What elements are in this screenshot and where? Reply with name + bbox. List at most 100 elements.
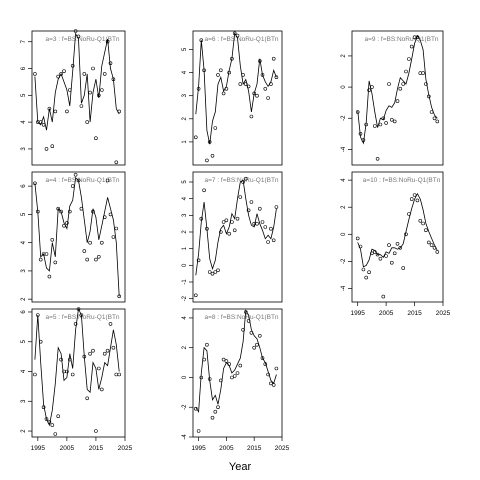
data-point <box>196 429 201 433</box>
data-point <box>255 342 259 347</box>
data-point <box>249 330 254 335</box>
data-point <box>196 258 201 263</box>
data-point <box>401 82 406 86</box>
data-point <box>435 119 440 124</box>
data-point <box>361 138 366 142</box>
y-tick-label: 7 <box>21 39 27 43</box>
data-point <box>271 56 276 61</box>
x-axis-label: Year <box>229 461 252 473</box>
y-tick-label: 2 <box>182 116 188 120</box>
series-line <box>34 176 120 297</box>
data-point <box>221 220 226 224</box>
data-point <box>76 34 81 39</box>
data-point <box>207 270 212 274</box>
data-point <box>257 333 262 338</box>
panel-frame <box>192 308 283 438</box>
data-point <box>355 110 360 114</box>
data-point <box>244 82 248 86</box>
data-point <box>260 220 265 224</box>
x-tick-label: 2025 <box>118 445 133 452</box>
data-point <box>424 82 428 86</box>
y-tick-label: 5 <box>21 212 27 216</box>
data-point <box>404 232 408 237</box>
data-point <box>210 415 215 420</box>
data-point <box>79 206 84 211</box>
data-point <box>85 257 89 262</box>
data-point <box>392 119 397 124</box>
data-point <box>355 236 360 241</box>
data-point <box>94 429 98 433</box>
data-point <box>381 116 386 121</box>
data-point <box>378 122 383 127</box>
y-tick-label: 3 <box>182 93 188 97</box>
data-point <box>404 69 408 74</box>
data-point <box>424 228 428 232</box>
data-point <box>274 75 279 79</box>
data-point <box>216 268 220 273</box>
series-line <box>34 307 120 427</box>
series-line <box>357 34 438 145</box>
data-point <box>435 250 440 254</box>
data-point <box>38 339 43 344</box>
data-point <box>114 226 119 231</box>
data-point <box>88 240 92 245</box>
data-point <box>429 110 434 114</box>
data-point <box>372 124 377 128</box>
panel-title: a=9 : f=BS:NoRu-Q1(BTn <box>364 36 438 43</box>
data-point <box>56 206 61 211</box>
data-point <box>50 144 55 148</box>
data-point <box>94 257 98 262</box>
data-point <box>238 82 243 86</box>
panel-title: a=10 : f=BS:NoRu-Q1(BTn <box>363 177 441 184</box>
data-point <box>269 82 273 86</box>
y-tick-label: -4 <box>341 285 347 291</box>
data-point <box>269 226 273 231</box>
data-point <box>224 218 229 223</box>
data-point <box>33 372 37 377</box>
data-point <box>50 423 55 427</box>
series-line <box>357 192 438 268</box>
data-point <box>50 238 55 242</box>
data-point <box>387 82 391 86</box>
data-point <box>194 135 198 140</box>
x-tick-label: 2015 <box>407 310 422 317</box>
data-point <box>111 77 116 81</box>
data-point <box>53 432 58 436</box>
y-tick-label: 4 <box>21 240 27 244</box>
y-tick-label: 4 <box>182 70 188 74</box>
data-point <box>246 84 251 89</box>
y-tick-label: 6 <box>21 66 27 70</box>
data-point <box>415 35 420 40</box>
y-tick-label: 2 <box>182 345 188 349</box>
panel-7: a=5 : f=BS:NoRu-Q1(BTn 2 3 4 5 6 1995 2005 2015 2… <box>21 307 133 452</box>
data-point <box>260 73 265 77</box>
data-point <box>235 33 240 38</box>
data-point <box>73 322 78 326</box>
data-point <box>41 405 46 410</box>
data-point <box>257 59 262 63</box>
data-point <box>105 348 110 353</box>
data-point <box>73 173 78 177</box>
panel-title: a=6 : f=BS:NoRu-Q1(BTn <box>204 36 278 43</box>
data-point <box>79 313 84 317</box>
data-point <box>249 114 254 119</box>
data-point <box>260 356 265 360</box>
data-point <box>389 118 394 122</box>
data-point <box>271 238 276 243</box>
data-point <box>68 209 72 214</box>
data-point <box>395 99 400 103</box>
data-point <box>426 94 431 99</box>
data-point <box>426 240 431 245</box>
y-tick-label: 3 <box>21 399 27 403</box>
data-point <box>202 188 206 193</box>
data-point <box>227 70 231 75</box>
data-point <box>244 310 248 314</box>
data-point <box>246 319 251 323</box>
data-point <box>65 369 69 374</box>
data-point <box>238 195 243 199</box>
data-point <box>210 271 215 276</box>
data-point <box>398 246 403 250</box>
y-tick-label: -2 <box>341 115 347 121</box>
data-point <box>375 252 380 257</box>
